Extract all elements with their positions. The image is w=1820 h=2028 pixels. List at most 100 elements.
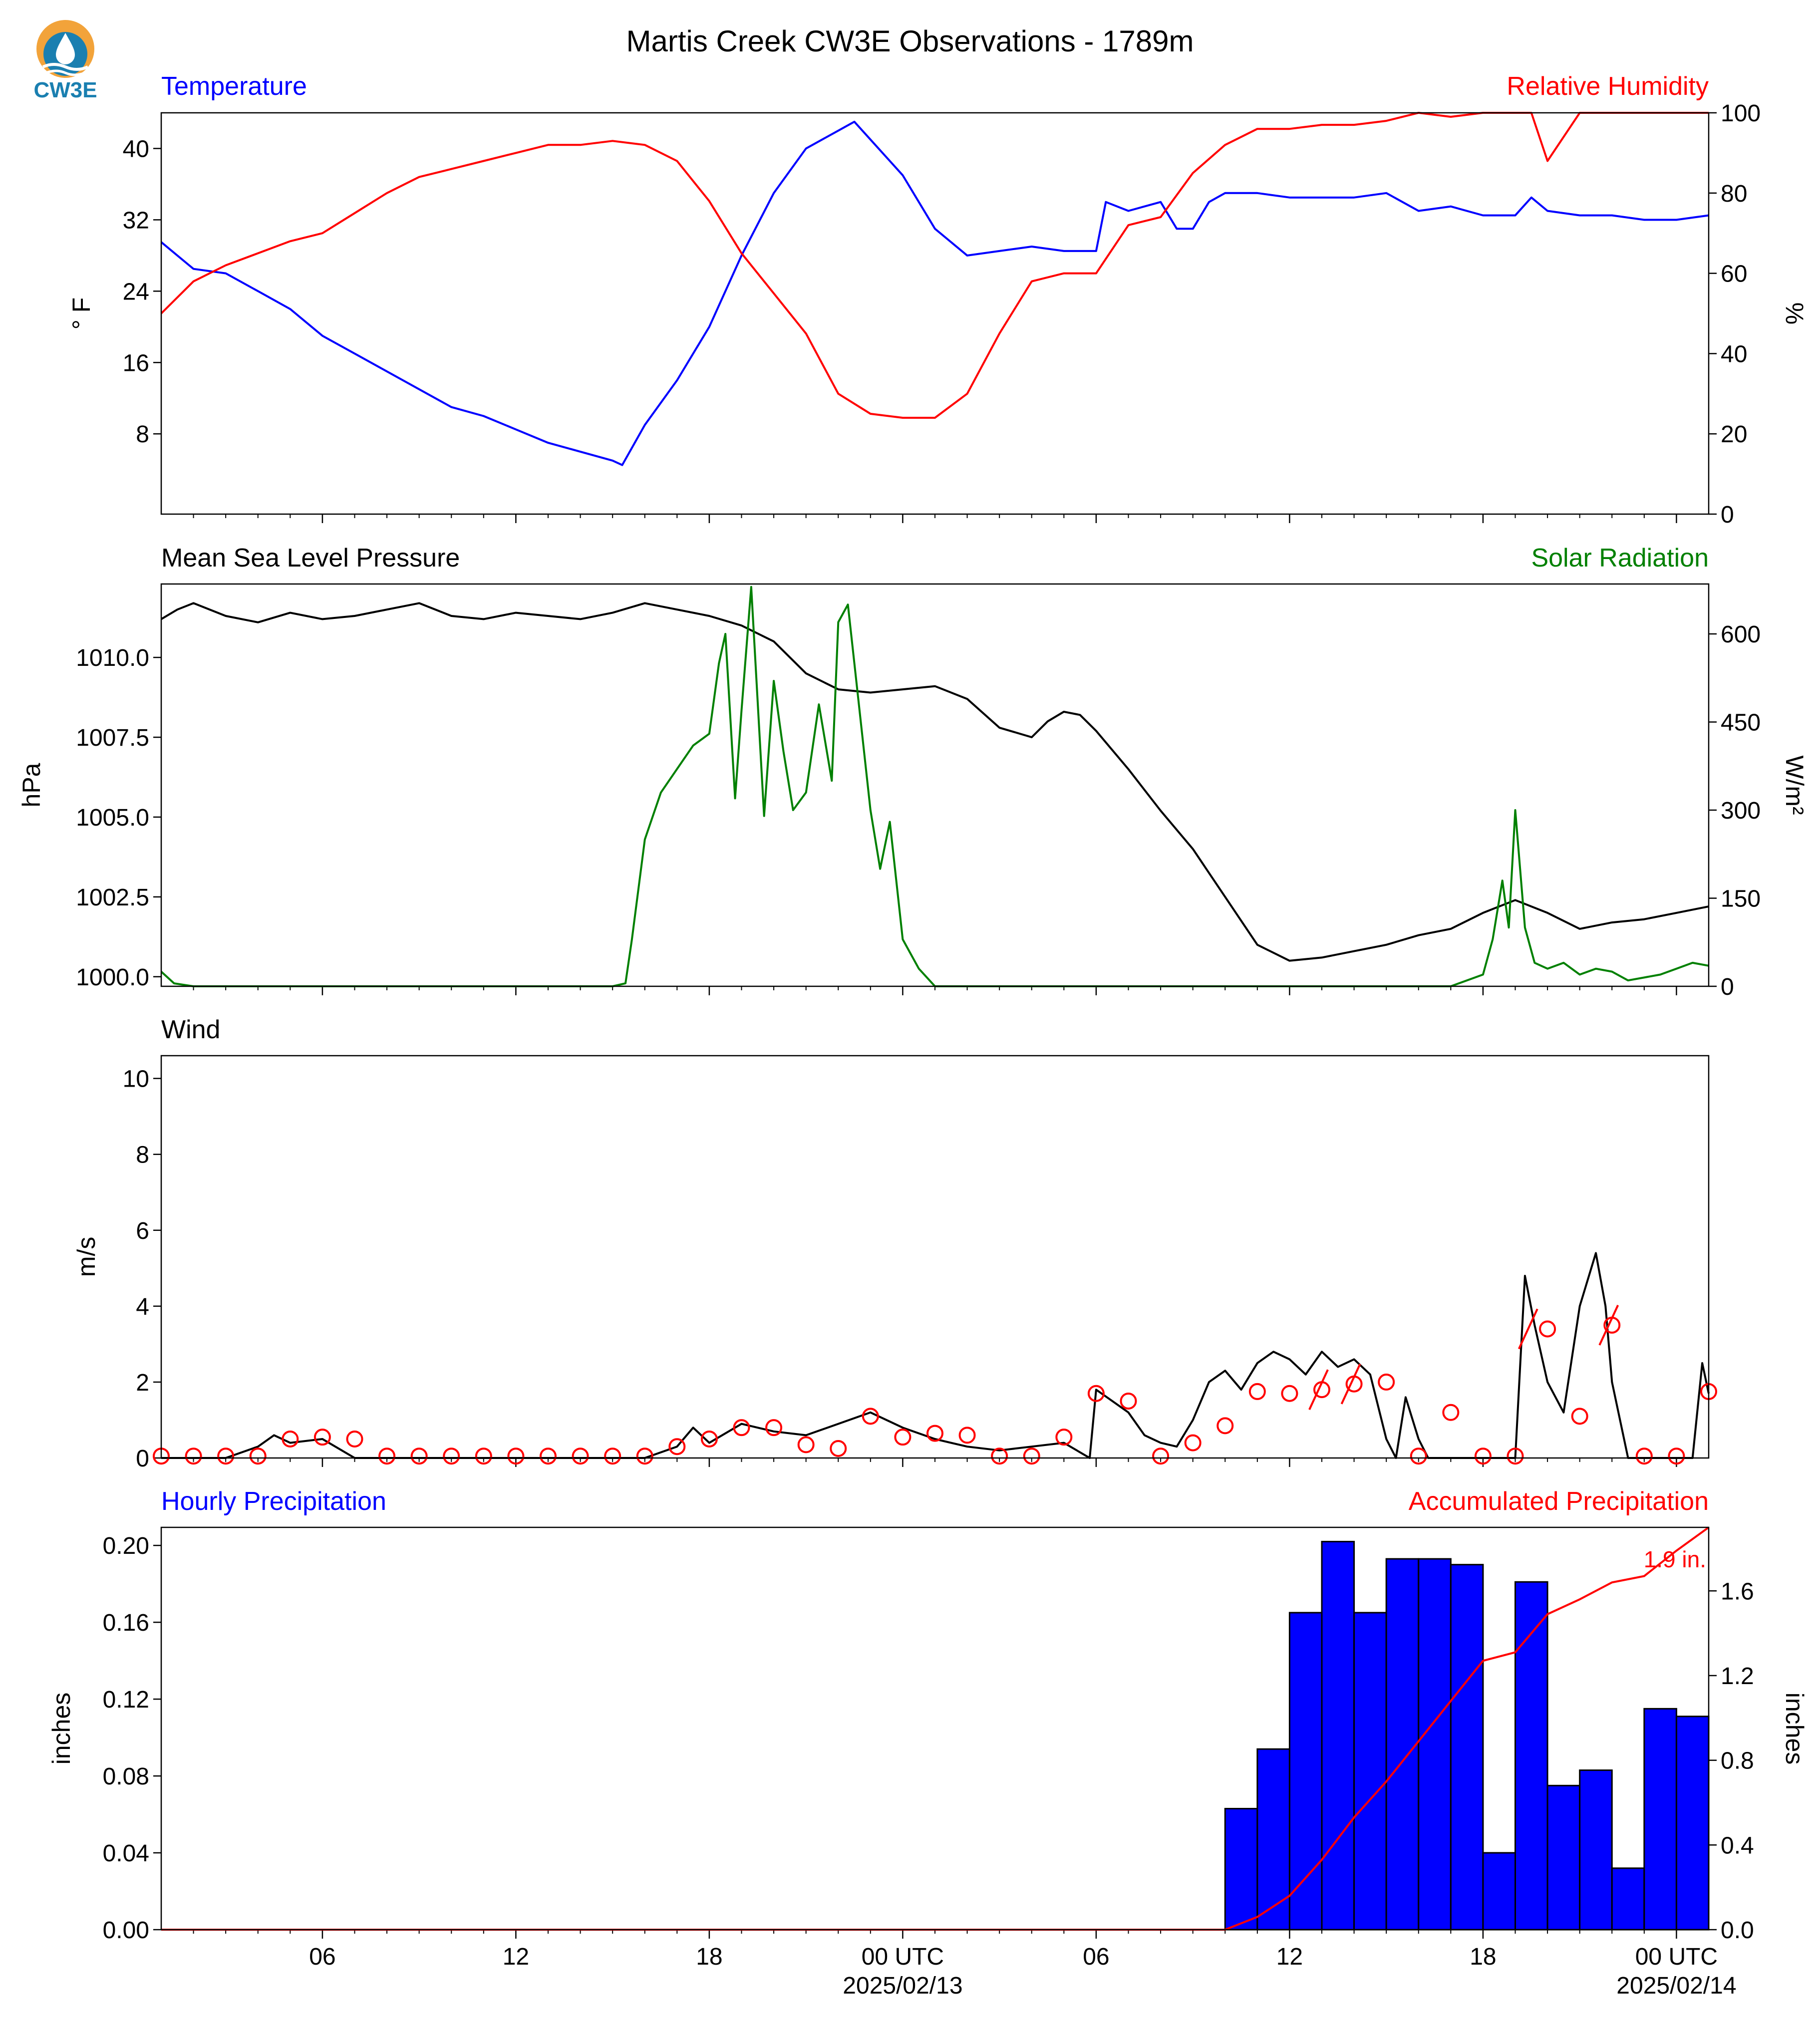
wind-direction-marker bbox=[378, 1448, 396, 1465]
wind-direction-marker bbox=[1442, 1404, 1460, 1421]
solar-axis-label: W/m² bbox=[1781, 755, 1809, 815]
pressure-title: Mean Sea Level Pressure bbox=[161, 544, 460, 573]
wind-direction-marker bbox=[313, 1429, 331, 1446]
y-tick-label: 1000.0 bbox=[76, 964, 149, 991]
wind-barb bbox=[1308, 1369, 1329, 1410]
temperature-y-axis: 8 16 24 32 40 bbox=[123, 136, 161, 448]
temperature-humidity-plot-lines bbox=[160, 112, 1709, 466]
y-tick-label: 1007.5 bbox=[76, 725, 149, 751]
precip-bar bbox=[1321, 1540, 1355, 1931]
x-date-label: 2025/02/14 bbox=[1616, 1973, 1736, 1999]
wind-direction-marker bbox=[1055, 1429, 1073, 1446]
wind-direction-marker bbox=[1507, 1448, 1524, 1465]
wind-x-axis bbox=[193, 1458, 1677, 1467]
wind-direction-marker bbox=[991, 1448, 1008, 1465]
precip-bar bbox=[1546, 1784, 1581, 1931]
solar-y-axis: 0 150 300 450 600 bbox=[1709, 621, 1761, 1000]
y-tick-label: 1005.0 bbox=[76, 805, 149, 831]
precip-bar bbox=[1579, 1769, 1613, 1931]
y-tick-label: 1010.0 bbox=[76, 645, 149, 671]
y-tick-label: 150 bbox=[1721, 886, 1761, 912]
y-tick-label: 0.8 bbox=[1721, 1748, 1754, 1774]
wind-direction-marker bbox=[797, 1436, 815, 1453]
accum-y-axis: 0.0 0.4 0.8 1.2 1.6 bbox=[1709, 1578, 1754, 1944]
precip-bar bbox=[1418, 1558, 1452, 1931]
wind-direction-marker bbox=[1248, 1383, 1266, 1400]
wind-direction-marker bbox=[1635, 1448, 1653, 1465]
y-tick-label: 80 bbox=[1721, 181, 1747, 207]
y-tick-label: 0 bbox=[1721, 974, 1734, 1000]
y-tick-label: 1.2 bbox=[1721, 1663, 1754, 1690]
cw3e-logo: CW3E bbox=[33, 20, 97, 102]
wind-direction-marker bbox=[572, 1448, 589, 1465]
y-tick-label: 450 bbox=[1721, 710, 1761, 736]
relative-humidity-title: Relative Humidity bbox=[1507, 72, 1709, 101]
wind-direction-marker bbox=[346, 1430, 363, 1448]
wind-y-axis: 0 2 4 6 8 10 bbox=[123, 1066, 161, 1472]
y-tick-label: 8 bbox=[136, 421, 149, 448]
panel-temperature-humidity: Temperature Relative Humidity 816243240 … bbox=[67, 72, 1809, 528]
precip-bar bbox=[1611, 1867, 1645, 1931]
logo-text: CW3E bbox=[33, 78, 97, 102]
panel-frame bbox=[160, 1055, 1710, 1459]
panel-frame bbox=[160, 112, 1710, 515]
wind-direction-marker bbox=[249, 1448, 267, 1465]
precip-axis-label: inches bbox=[47, 1693, 75, 1765]
humidity-axis-label: % bbox=[1781, 302, 1809, 324]
panel-wind: Wind 0 2 4 6 8 10 m/s bbox=[72, 1015, 1717, 1472]
panel-precipitation: Hourly Precipitation Accumulated Precipi… bbox=[47, 1487, 1809, 1999]
series-line-0 bbox=[160, 120, 1709, 466]
y-tick-label: 0.08 bbox=[103, 1763, 149, 1790]
y-tick-label: 0.12 bbox=[103, 1687, 149, 1713]
y-tick-label: 32 bbox=[123, 207, 149, 234]
y-tick-label: 6 bbox=[136, 1218, 149, 1244]
panel-pressure-solar: Mean Sea Level Pressure Solar Radiation … bbox=[17, 544, 1809, 1000]
y-tick-label: 8 bbox=[136, 1142, 149, 1168]
x-tick-label: 00 UTC bbox=[1635, 1944, 1718, 1970]
wind-barb bbox=[1517, 1308, 1538, 1350]
hourly-precip-title: Hourly Precipitation bbox=[161, 1487, 386, 1516]
wind-barb bbox=[1598, 1305, 1619, 1346]
wind-direction-marker bbox=[185, 1448, 202, 1465]
wind-direction-marker bbox=[217, 1448, 235, 1465]
temperature-axis-label: ° F bbox=[67, 297, 95, 329]
y-tick-label: 24 bbox=[123, 279, 149, 305]
wind-barb bbox=[1340, 1363, 1361, 1405]
y-tick-label: 300 bbox=[1721, 798, 1761, 824]
solar-radiation-title: Solar Radiation bbox=[1531, 544, 1709, 573]
y-tick-label: 1002.5 bbox=[76, 884, 149, 911]
y-tick-label: 60 bbox=[1721, 261, 1747, 288]
y-tick-label: 40 bbox=[123, 136, 149, 162]
pressure-axis-label: hPa bbox=[17, 763, 45, 807]
panel-frame bbox=[160, 583, 1710, 987]
wind-direction-marker bbox=[958, 1427, 976, 1444]
y-tick-label: 0.0 bbox=[1721, 1917, 1754, 1944]
y-tick-label: 0.20 bbox=[103, 1533, 149, 1559]
wind-direction-marker bbox=[1474, 1448, 1492, 1465]
wind-direction-marker bbox=[1539, 1320, 1556, 1338]
precip-plot bbox=[161, 1526, 1710, 1931]
x-tick-label: 06 bbox=[1083, 1944, 1109, 1970]
series-line-0 bbox=[160, 602, 1709, 962]
precip-bar bbox=[1675, 1716, 1710, 1931]
wind-direction-marker bbox=[443, 1448, 460, 1465]
wind-direction-marker bbox=[700, 1430, 718, 1448]
y-tick-label: 16 bbox=[123, 350, 149, 376]
accumulated-precip-title: Accumulated Precipitation bbox=[1409, 1487, 1709, 1516]
wind-direction-marker bbox=[926, 1425, 943, 1442]
wind-direction-marker bbox=[1087, 1385, 1105, 1402]
accumulated-line bbox=[161, 1526, 1710, 1931]
y-tick-label: 1.6 bbox=[1721, 1578, 1754, 1605]
precip-bar bbox=[1224, 1808, 1258, 1931]
y-tick-label: 600 bbox=[1721, 621, 1761, 648]
y-tick-label: 0.00 bbox=[103, 1917, 149, 1944]
precip-bar bbox=[1288, 1612, 1323, 1931]
wind-direction-marker bbox=[282, 1430, 299, 1448]
pressure-solar-plot-lines bbox=[160, 585, 1709, 987]
wind-direction-marker bbox=[1668, 1448, 1685, 1465]
x-tick-label: 12 bbox=[503, 1944, 529, 1970]
pressure-y-axis: 1000.0 1002.5 1005.0 1007.5 1010.0 bbox=[76, 645, 161, 991]
panel-frame bbox=[160, 1526, 1710, 1931]
wind-direction-marker bbox=[1184, 1434, 1202, 1451]
